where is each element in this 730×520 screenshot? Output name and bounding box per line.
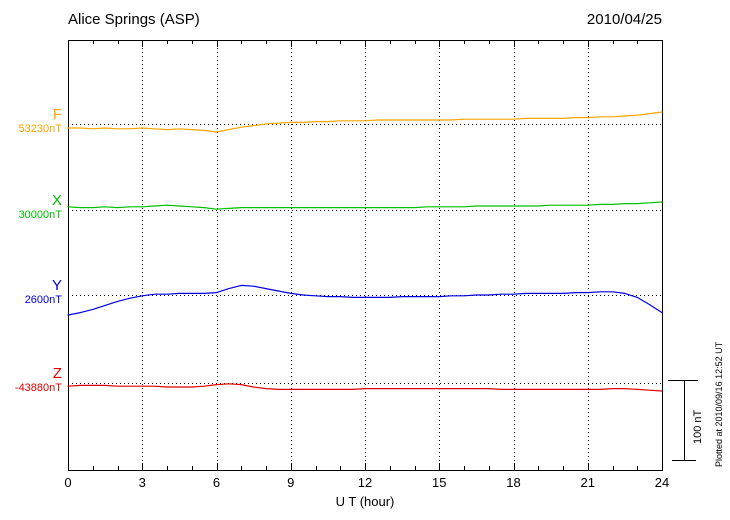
tick-label-15: 15	[432, 475, 446, 490]
scale-bar-label: 100 nT	[692, 409, 704, 444]
tick-label-12: 12	[358, 475, 372, 490]
series-baseline-y: 2600nT	[24, 294, 62, 307]
channel-label-y: Y 2600nT	[0, 277, 62, 307]
channel-label-f: F 53230nT	[0, 106, 62, 136]
tick-label-3: 3	[139, 475, 146, 490]
scale-bar	[668, 380, 698, 461]
channel-label-x: X 30000nT	[0, 192, 62, 222]
series-baseline-f: 53230nT	[18, 123, 62, 136]
tick-label-24: 24	[655, 475, 669, 490]
tick-label-21: 21	[581, 475, 595, 490]
axis-ticks	[68, 40, 663, 470]
x-axis-label: U T (hour)	[335, 494, 395, 509]
series-line-z	[67, 383, 663, 392]
baselines	[68, 124, 662, 384]
chart-title: Alice Springs (ASP)	[68, 11, 200, 28]
series-baseline-z: -43880nT	[14, 382, 62, 395]
tick-labels: 0 3 6 9 12 15 18 21 24	[64, 475, 669, 490]
series-line-f	[67, 111, 663, 133]
plotted-at-note: Plotted at 2010/09/16 12:52 UT	[714, 341, 724, 467]
channel-label-z: Z -43880nT	[0, 365, 62, 395]
series-baseline-x: 30000nT	[18, 209, 62, 222]
gridlines	[142, 40, 589, 470]
series-name-z: Z	[52, 365, 62, 382]
series-line-x	[67, 201, 663, 210]
series-line-y	[67, 284, 663, 316]
tick-label-9: 9	[287, 475, 294, 490]
series-name-y: Y	[51, 277, 62, 294]
tick-label-0: 0	[64, 475, 71, 490]
tick-label-6: 6	[213, 475, 220, 490]
series-name-f: F	[52, 106, 62, 123]
chart-date: 2010/04/25	[586, 11, 662, 28]
series-name-x: X	[51, 192, 62, 209]
series-lines	[67, 111, 663, 392]
tick-label-18: 18	[506, 475, 520, 490]
